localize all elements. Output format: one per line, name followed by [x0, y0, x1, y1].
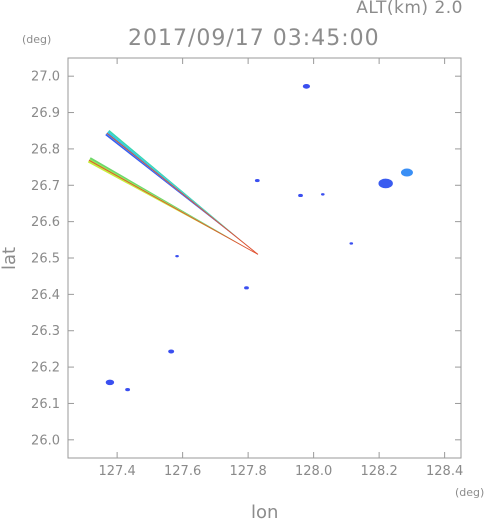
x-tick-label: 128.4	[426, 464, 463, 479]
x-tick-label: 127.6	[164, 464, 201, 479]
echo-point	[175, 254, 179, 258]
y-tick-label: 27.0	[31, 70, 60, 85]
ray-band	[89, 157, 258, 255]
x-axis-label: lon	[251, 502, 279, 523]
echo-point	[349, 242, 354, 245]
y-tick-label: 26.4	[31, 288, 60, 303]
echo-point	[125, 388, 131, 392]
x-tick-label: 127.4	[99, 464, 136, 479]
echo-point	[400, 168, 413, 177]
echo-point	[302, 83, 311, 89]
x-tick-label: 128.0	[295, 464, 332, 479]
y-tick-label: 26.8	[31, 142, 60, 157]
ray-band	[108, 130, 258, 255]
y-tick-label: 26.5	[31, 252, 60, 267]
radar-ray	[105, 130, 259, 255]
y-tick-label: 26.9	[31, 106, 60, 121]
altitude-label: ALT(km) 2.0	[356, 0, 463, 18]
echo-point	[254, 178, 260, 183]
x-tick-label: 128.2	[361, 464, 398, 479]
echo-point	[105, 379, 115, 386]
y-tick-label: 26.7	[31, 179, 60, 194]
y-tick-label: 26.1	[31, 397, 60, 412]
chart-timestamp: 2017/09/17 03:45:00	[128, 26, 380, 51]
echo-point	[244, 286, 249, 290]
echo-point	[320, 193, 325, 196]
y-tick-label: 26.2	[31, 361, 60, 376]
x-axis-unit: (deg)	[455, 486, 485, 499]
echo-point	[168, 349, 175, 354]
echo-point	[378, 178, 393, 189]
ray-edge	[106, 132, 259, 255]
y-axis-unit: (deg)	[22, 33, 52, 46]
radar-ray	[87, 157, 259, 255]
echo-point	[298, 193, 303, 198]
ray-edge	[88, 159, 259, 255]
plot-frame	[67, 57, 462, 459]
y-tick-label: 26.6	[31, 215, 60, 230]
y-tick-label: 26.0	[31, 433, 60, 448]
x-tick-label: 127.8	[230, 464, 267, 479]
y-tick-label: 26.3	[31, 324, 60, 339]
